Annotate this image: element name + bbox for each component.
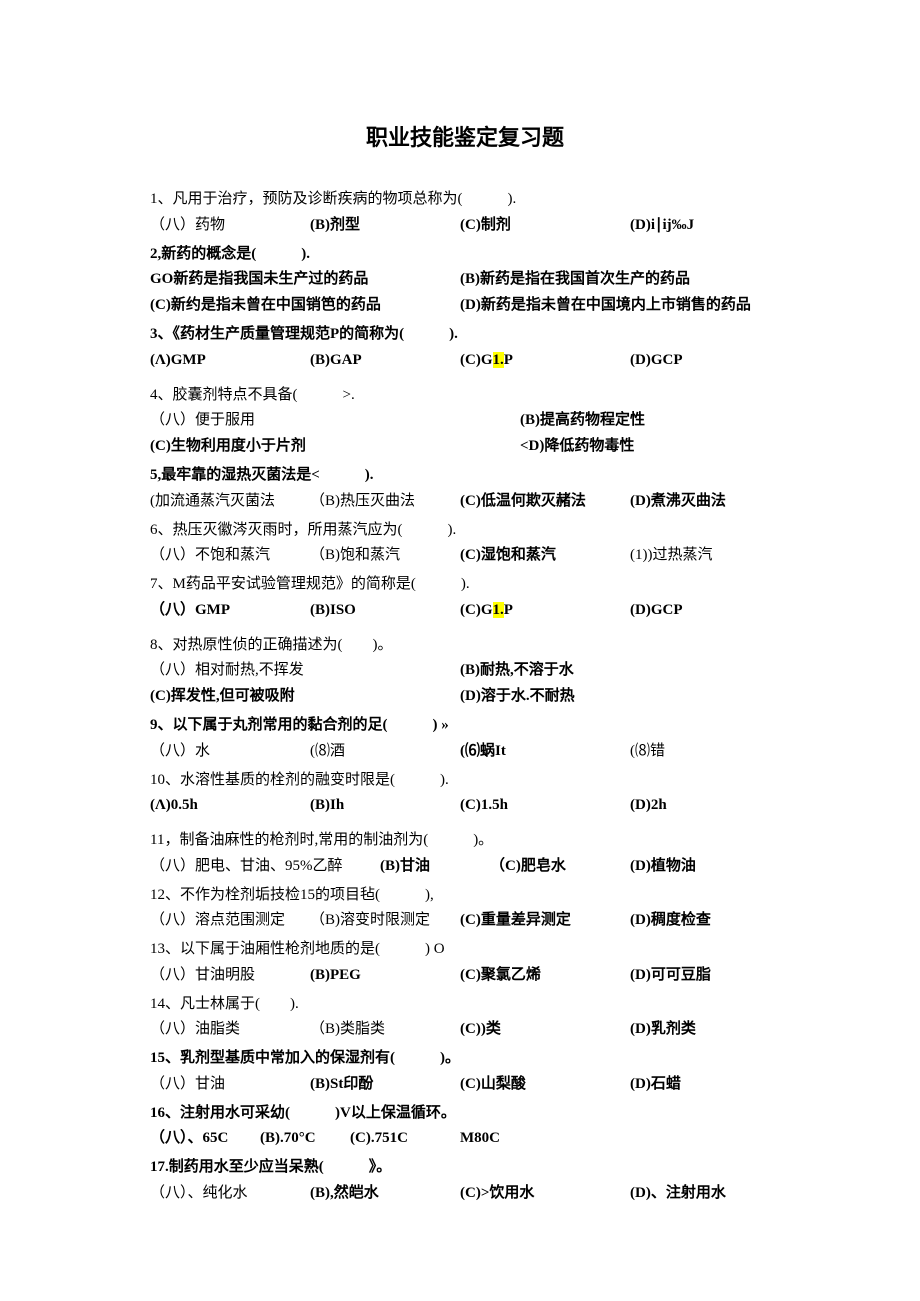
q10-opt-b: (B)Ih — [310, 793, 460, 817]
q10-opt-a: (Λ)0.5h — [150, 793, 310, 817]
q15-opt-c: (C)山梨酸 — [460, 1072, 630, 1096]
q6-opt-c: (C)湿饱和蒸汽 — [460, 543, 630, 567]
q12-opt-b: （B)溶变时限测定 — [310, 908, 460, 932]
q14-opt-c: (C))类 — [460, 1017, 630, 1041]
q1-opt-c: (C)制剂 — [460, 213, 630, 237]
q12-stem: 12、不作为栓剂垢技检15的项目毡( ), — [150, 884, 780, 907]
q13-opt-a: （八）甘油明股 — [150, 963, 310, 987]
q15-stem: 15、乳剂型基质中常加入的保湿剂有( )。 — [150, 1047, 780, 1070]
q2-opt-a: GO新药是指我国未生产过的药品 — [150, 267, 460, 291]
q13-opt-d: (D)可可豆脂 — [630, 963, 770, 987]
q11-stem: 11，制备油麻性的枪剂时,常用的制油剂为( )。 — [150, 829, 780, 852]
q9-opt-d: (⑻错 — [630, 739, 770, 763]
q16-opt-d: M80C — [460, 1126, 580, 1150]
q8-opt-a: （八）相对耐热,不挥发 — [150, 658, 460, 682]
q14-opt-a: （八）油脂类 — [150, 1017, 310, 1041]
q5-stem: 5,最牢靠的湿热灭菌法是< ). — [150, 464, 780, 487]
q3-opt-c: (C)G1.P — [460, 348, 630, 372]
q10-opt-d: (D)2h — [630, 793, 770, 817]
q8-opt-b: (B)耐热,不溶于水 — [460, 658, 770, 682]
q1-stem: 1、凡用于治疗，预防及诊断疾病的物项总称为( ). — [150, 188, 780, 211]
q11-opt-d: (D)植物油 — [630, 854, 750, 878]
q12-opt-d: (D)稠度检查 — [630, 908, 770, 932]
q13-opt-b: (B)PEG — [310, 963, 460, 987]
q8-opt-d: (D)溶于水.不耐热 — [460, 684, 770, 708]
q4-opt-a: （八）便于服用 — [150, 408, 460, 432]
q15-opt-d: (D)石蜡 — [630, 1072, 770, 1096]
q1-opt-a: （八）药物 — [150, 213, 310, 237]
q2-stem: 2,新药的概念是( ). — [150, 243, 780, 266]
q1-opt-d: (D)i∣ij‰J — [630, 213, 770, 237]
q7-opt-c: (C)G1.P — [460, 598, 630, 622]
q16-opt-b: (B).70°C — [260, 1126, 350, 1150]
q9-stem: 9、以下属于丸剂常用的黏合剂的足( ) » — [150, 714, 780, 737]
q5-opt-a: (加流通蒸汽灭菌法 — [150, 489, 310, 513]
q9-opt-b: (⑻酒 — [310, 739, 460, 763]
q4-opt-b: (B)提高药物程定性 — [460, 408, 770, 432]
q17-opt-d: (D)、注射用水 — [630, 1181, 770, 1205]
q17-opt-a: （八）、纯化水 — [150, 1181, 310, 1205]
q17-opt-b: (B),然皑水 — [310, 1181, 460, 1205]
q6-stem: 6、热压灭徽涔灭雨时，所用蒸汽应为( ). — [150, 519, 780, 542]
q6-opt-b: （B)饱和蒸汽 — [310, 543, 460, 567]
q12-opt-a: （八）溶点范围测定 — [150, 908, 310, 932]
q10-opt-c: (C)1.5h — [460, 793, 630, 817]
q16-stem: 16、注射用水可采幼( )V以上保温循环。 — [150, 1102, 780, 1125]
q13-stem: 13、以下属于油厢性枪剂地质的是( ) O — [150, 938, 780, 961]
q4-opt-c: (C)生物利用度小于片剂 — [150, 434, 460, 458]
q2-opt-d: (D)新药是指未曾在中国境内上市销售的药品 — [460, 293, 770, 317]
q6-opt-a: （八）不饱和蒸汽 — [150, 543, 310, 567]
q10-stem: 10、水溶性基质的栓剂的融变时限是( ). — [150, 769, 780, 792]
q3-opt-a: (Λ)GMP — [150, 348, 310, 372]
q7-opt-b: (B)ISO — [310, 598, 460, 622]
q11-opt-b: (B)甘油 — [380, 854, 490, 878]
q6-opt-d: (1))过热蒸汽 — [630, 543, 770, 567]
q13-opt-c: (C)聚氯乙烯 — [460, 963, 630, 987]
q15-opt-b: (B)St印酚 — [310, 1072, 460, 1096]
q3-opt-b: (B)GAP — [310, 348, 460, 372]
q2-opt-b: (B)新药是指在我国首次生产的药品 — [460, 267, 770, 291]
q14-opt-b: （B)类脂类 — [310, 1017, 460, 1041]
q7-stem: 7、M药品平安试验管理规范》的简称是( ). — [150, 573, 780, 596]
q12-opt-c: (C)重量差异测定 — [460, 908, 630, 932]
q3-opt-d: (D)GCP — [630, 348, 770, 372]
q5-opt-c: (C)低温何欺灭赭法 — [460, 489, 630, 513]
q7-opt-d: (D)GCP — [630, 598, 770, 622]
q14-opt-d: (D)乳剂类 — [630, 1017, 770, 1041]
q14-stem: 14、凡士林属于( ). — [150, 993, 780, 1016]
q11-opt-a: （八）肥电、甘油、95%乙醉 — [150, 854, 380, 878]
q15-opt-a: （八）甘油 — [150, 1072, 310, 1096]
page-title: 职业技能鉴定复习题 — [150, 120, 780, 152]
q9-opt-a: （八）水 — [150, 739, 310, 763]
q16-opt-a: （八）、65C — [150, 1126, 260, 1150]
q1-opt-b: (B)剂型 — [310, 213, 460, 237]
q3-stem: 3、《药材生产质量管理规范P的简称为( ). — [150, 323, 780, 346]
q5-opt-d: (D)煮沸灭曲法 — [630, 489, 770, 513]
q8-stem: 8、对热原性侦的正确描述为( )。 — [150, 634, 780, 657]
q4-opt-d: <D)降低药物毒性 — [460, 434, 770, 458]
q9-opt-c: (⑹蜗It — [460, 739, 630, 763]
q17-opt-c: (C)>饮用水 — [460, 1181, 630, 1205]
q2-opt-c: (C)新约是指未曾在中国销笆的药品 — [150, 293, 460, 317]
q7-opt-a: （八）GMP — [150, 598, 310, 622]
q8-opt-c: (C)挥发性,但可被吸附 — [150, 684, 460, 708]
q4-stem: 4、胶囊剂特点不具备( >. — [150, 384, 780, 407]
q11-opt-c: （C)肥皂水 — [490, 854, 630, 878]
q17-stem: 17.制药用水至少应当呆熟( 》。 — [150, 1156, 780, 1179]
q16-opt-c: (C).751C — [350, 1126, 460, 1150]
q5-opt-b: （B)热压灭曲法 — [310, 489, 460, 513]
